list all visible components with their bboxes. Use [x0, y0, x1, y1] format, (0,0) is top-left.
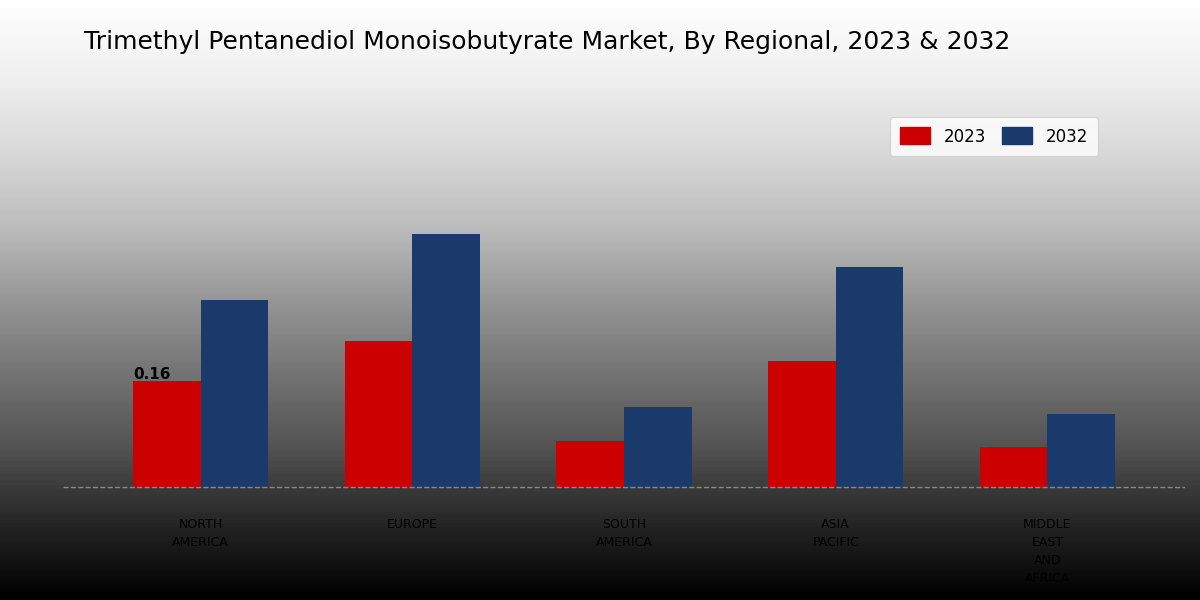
Legend: 2023, 2032: 2023, 2032 — [890, 118, 1098, 155]
Text: Trimethyl Pentanediol Monoisobutyrate Market, By Regional, 2023 & 2032: Trimethyl Pentanediol Monoisobutyrate Ma… — [84, 30, 1010, 54]
Bar — [557, 440, 624, 487]
Bar — [200, 301, 269, 487]
Bar — [344, 341, 413, 487]
Bar — [768, 361, 835, 487]
Bar — [624, 407, 691, 487]
Bar — [835, 267, 904, 487]
Bar — [413, 234, 480, 487]
Bar — [1048, 414, 1115, 487]
Bar — [979, 448, 1048, 487]
Bar — [133, 380, 200, 487]
Text: 0.16: 0.16 — [133, 367, 170, 382]
